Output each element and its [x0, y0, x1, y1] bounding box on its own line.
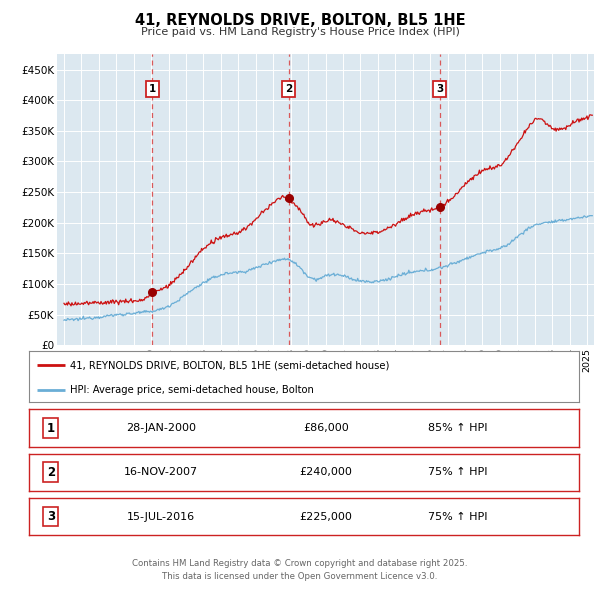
Text: 41, REYNOLDS DRIVE, BOLTON, BL5 1HE: 41, REYNOLDS DRIVE, BOLTON, BL5 1HE: [134, 13, 466, 28]
Text: 75% ↑ HPI: 75% ↑ HPI: [428, 512, 488, 522]
Text: 3: 3: [436, 84, 443, 94]
Text: 2: 2: [47, 466, 55, 479]
Text: 1: 1: [47, 421, 55, 435]
Text: 75% ↑ HPI: 75% ↑ HPI: [428, 467, 488, 477]
Text: 85% ↑ HPI: 85% ↑ HPI: [428, 423, 488, 433]
Text: 2: 2: [285, 84, 292, 94]
Text: Price paid vs. HM Land Registry's House Price Index (HPI): Price paid vs. HM Land Registry's House …: [140, 27, 460, 37]
Text: £240,000: £240,000: [299, 467, 352, 477]
Text: 1: 1: [149, 84, 156, 94]
Text: 15-JUL-2016: 15-JUL-2016: [127, 512, 195, 522]
Text: Contains HM Land Registry data © Crown copyright and database right 2025.: Contains HM Land Registry data © Crown c…: [132, 559, 468, 568]
Text: 28-JAN-2000: 28-JAN-2000: [126, 423, 196, 433]
Text: £225,000: £225,000: [299, 512, 352, 522]
Text: 41, REYNOLDS DRIVE, BOLTON, BL5 1HE (semi-detached house): 41, REYNOLDS DRIVE, BOLTON, BL5 1HE (sem…: [70, 360, 389, 371]
Text: This data is licensed under the Open Government Licence v3.0.: This data is licensed under the Open Gov…: [163, 572, 437, 581]
Text: HPI: Average price, semi-detached house, Bolton: HPI: Average price, semi-detached house,…: [70, 385, 314, 395]
Text: 16-NOV-2007: 16-NOV-2007: [124, 467, 198, 477]
Text: 3: 3: [47, 510, 55, 523]
Text: £86,000: £86,000: [303, 423, 349, 433]
